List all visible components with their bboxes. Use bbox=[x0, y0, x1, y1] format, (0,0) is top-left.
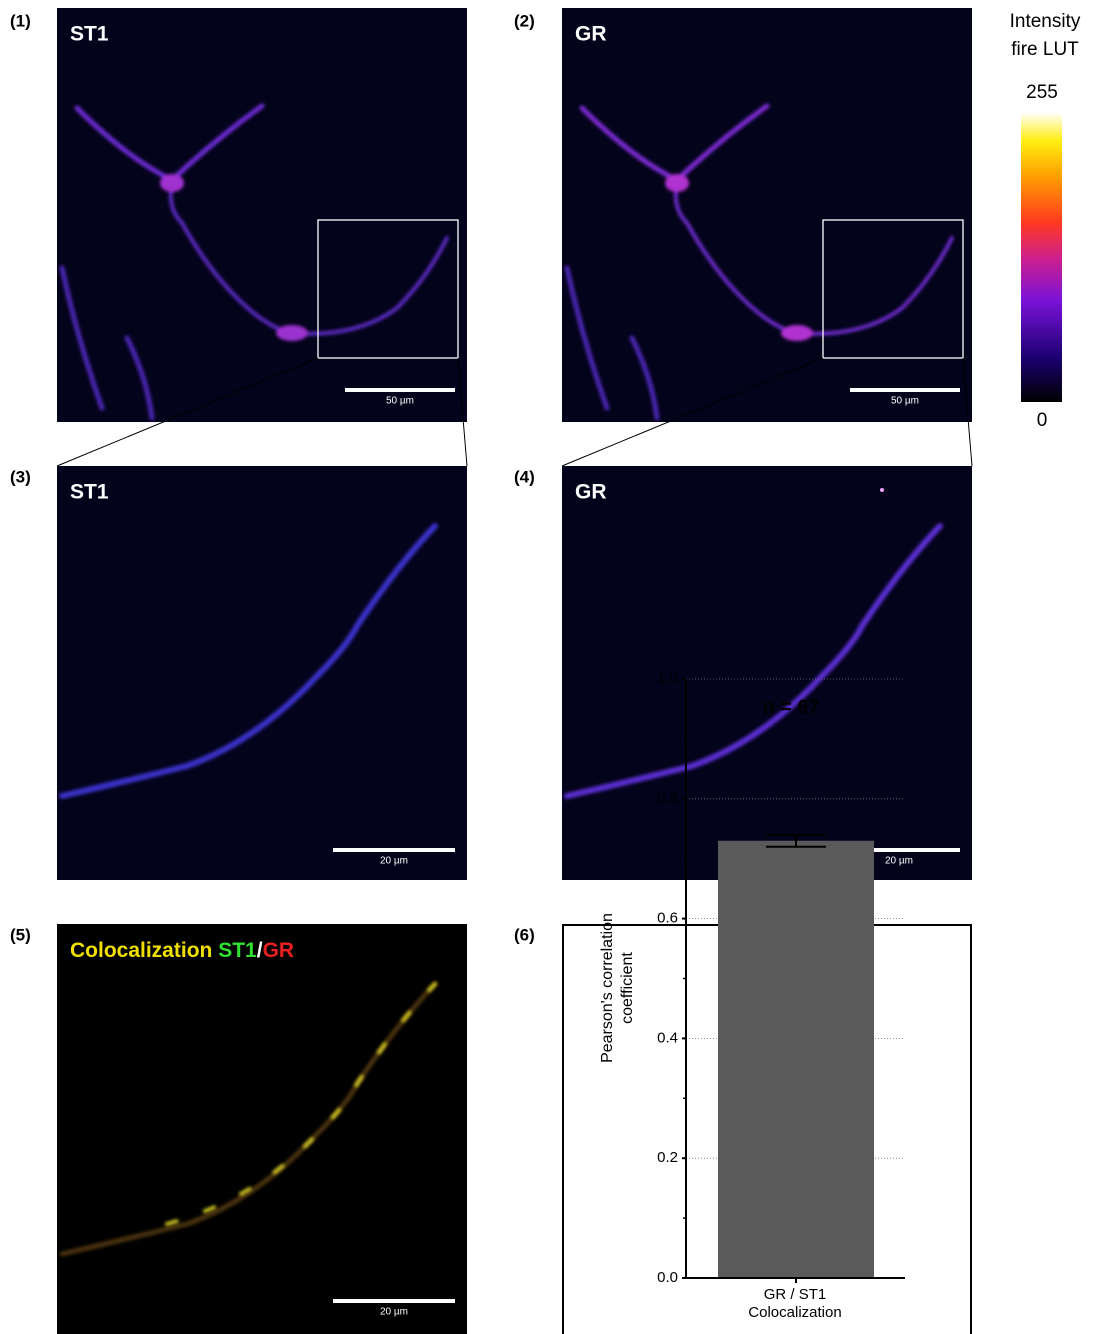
y-tick-label: 0.8 bbox=[657, 790, 678, 807]
panel-label: (5) bbox=[10, 925, 31, 944]
title-part: / bbox=[257, 939, 263, 962]
image-panel: 50 µm GR bbox=[562, 8, 972, 422]
x-tick-label: GR / ST1 Colocalization bbox=[748, 1286, 842, 1321]
scale-bar-label: 20 µm bbox=[380, 1307, 408, 1318]
scale-bar-label: 20 µm bbox=[380, 856, 408, 867]
title-part: GR bbox=[263, 939, 295, 962]
colorbar-min: 0 bbox=[1037, 410, 1048, 431]
colorbar-title: Intensity bbox=[1010, 11, 1081, 32]
y-tick-label: 0.6 bbox=[657, 910, 678, 927]
scale-bar-label: 50 µm bbox=[891, 396, 919, 407]
panel-label: (4) bbox=[514, 467, 535, 486]
y-tick-label: 1.0 bbox=[657, 670, 678, 687]
y-tick-label: 0.2 bbox=[657, 1149, 678, 1166]
image-panel: 50 µm ST1 bbox=[57, 8, 467, 422]
panel-label: (3) bbox=[10, 467, 31, 486]
panel-label: (1) bbox=[10, 11, 31, 30]
chart: 0.0 0.2 0.4 0.6 0.8 1.0 n = 67 bbox=[657, 670, 905, 1286]
image-panel: 20 µm ST1 bbox=[57, 466, 467, 880]
colorbar-max: 255 bbox=[1026, 82, 1058, 103]
y-tick-label: 0.4 bbox=[657, 1029, 678, 1046]
panel-label: (6) bbox=[514, 925, 535, 944]
image-panel: 20 µm Colocalization ST1/GR bbox=[57, 924, 467, 1334]
annotation: n = 67 bbox=[762, 696, 819, 718]
panel-title: ST1 bbox=[70, 481, 109, 504]
scale-bar-label: 20 µm bbox=[885, 856, 913, 867]
panel-title: GR bbox=[575, 23, 607, 46]
panel-title: ST1 bbox=[70, 23, 109, 46]
image-panel: 20 µm GR bbox=[562, 466, 972, 880]
y-axis-label: Pearson's correlation coefficient bbox=[599, 913, 636, 1063]
zoom-lines bbox=[56, 357, 973, 467]
colorbar-title: fire LUT bbox=[1011, 39, 1079, 60]
scale-bar-label: 50 µm bbox=[386, 396, 414, 407]
colorbar: Intensity fire LUT 255 0 bbox=[1010, 11, 1081, 431]
panel-title: Colocalization ST1/GR bbox=[70, 939, 294, 962]
error-bar bbox=[766, 833, 826, 848]
panel-title: GR bbox=[575, 481, 607, 504]
bar bbox=[718, 840, 874, 1278]
title-part: Colocalization bbox=[70, 939, 212, 962]
title-part: ST1 bbox=[218, 939, 257, 962]
panel-label: (2) bbox=[514, 11, 535, 30]
y-tick-label: 0.0 bbox=[657, 1269, 678, 1286]
